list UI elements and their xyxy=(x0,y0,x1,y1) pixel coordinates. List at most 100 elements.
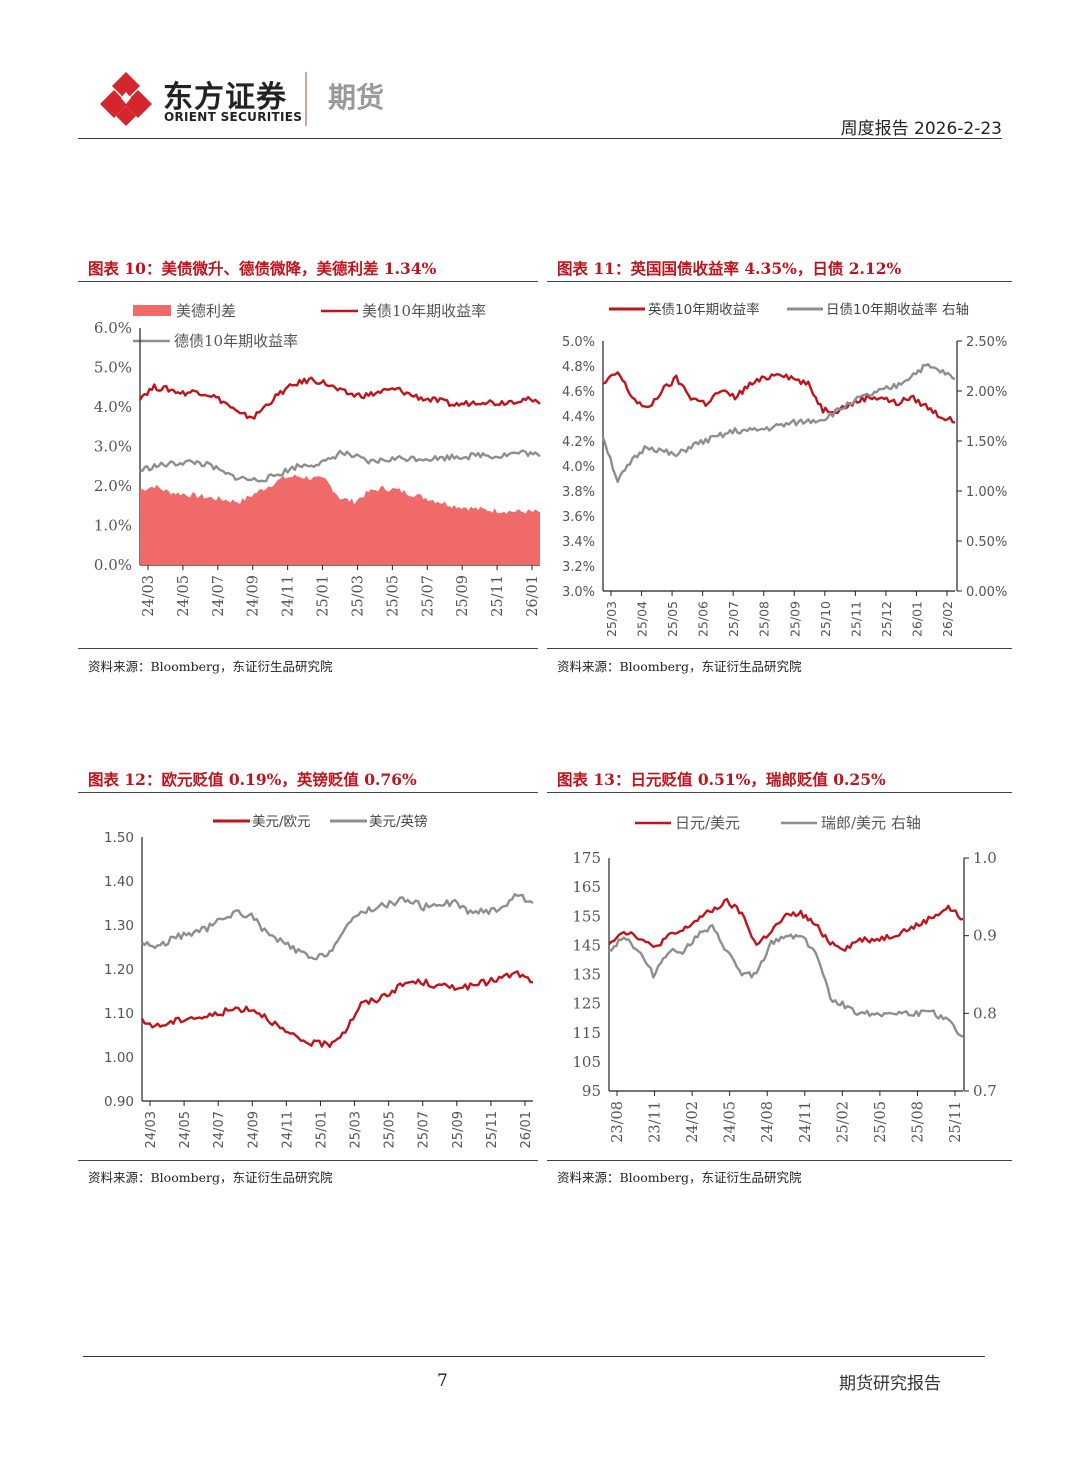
x-tick-label: 24/02 xyxy=(685,1101,701,1143)
x-tick-label: 25/07 xyxy=(726,601,741,637)
y-tick-label: 175 xyxy=(572,849,601,867)
y2-tick-label: 1.00% xyxy=(966,485,1007,500)
figure-13-legend: 日元/美元 瑞郎/美元 右轴 xyxy=(635,814,921,832)
x-tick-label: 26/01 xyxy=(519,1111,534,1148)
y-tick-label: 4.8% xyxy=(562,360,595,375)
x-tick-label: 25/11 xyxy=(485,1111,500,1148)
figure-11-top-rule xyxy=(547,281,1012,282)
x-tick-label: 24/07 xyxy=(211,575,227,617)
page-number: 7 xyxy=(437,1371,448,1391)
x-tick-label: 25/05 xyxy=(383,1111,398,1148)
y-tick-label: 1.20 xyxy=(104,962,134,978)
legend-label: 美元/英镑 xyxy=(369,813,428,830)
x-tick-label: 24/09 xyxy=(246,575,262,617)
y-tick-label: 1.00 xyxy=(104,1050,134,1066)
y2-tick-label: 0.8 xyxy=(973,1004,997,1022)
x-tick-label: 24/05 xyxy=(178,1111,193,1148)
figure-10-chart: 美德利差 美债10年期收益率 德债10年期收益率 0.0% 1.0% 2.0% 3.0… xyxy=(94,302,541,617)
x-tick-label: 24/09 xyxy=(246,1111,261,1148)
series-area-0 xyxy=(140,474,540,565)
y-tick-label: 165 xyxy=(572,878,601,896)
y-tick-label: 0.0% xyxy=(94,556,132,574)
x-tick-label: 25/05 xyxy=(873,1101,889,1143)
y-tick-label: 3.2% xyxy=(562,560,595,575)
figure-10-title: 图表 10：美债微升、德债微降，美德利差 1.34% xyxy=(88,259,437,278)
y-tick-label: 1.30 xyxy=(104,918,134,934)
x-tick-label: 26/02 xyxy=(940,601,955,637)
y-tick-label: 135 xyxy=(572,966,601,984)
legend-label: 日债10年期收益率 右轴 xyxy=(826,301,969,318)
x-tick-label: 24/11 xyxy=(798,1101,814,1143)
y-tick-label: 2.0% xyxy=(94,477,132,495)
y-tick-label: 5.0% xyxy=(562,335,595,350)
brand-division: 期货 xyxy=(328,81,385,114)
figure-12-bottom-rule xyxy=(78,1160,538,1161)
legend-label: 美元/欧元 xyxy=(252,814,311,830)
y-tick-label: 4.4% xyxy=(562,410,595,425)
y-tick-label: 1.10 xyxy=(104,1006,134,1022)
y-tick-label: 4.2% xyxy=(562,435,595,450)
y-tick-label: 155 xyxy=(572,907,601,925)
series-line-0 xyxy=(602,371,956,424)
x-tick-label: 25/09 xyxy=(787,601,802,637)
figure-10-legend: 美德利差 美债10年期收益率 德债10年期收益率 xyxy=(133,302,486,350)
x-tick-label: 24/11 xyxy=(281,575,297,617)
figure-12-chart: 美元/欧元 美元/英镑 0.90 1.00 1.10 1.20 1.30 1.40 1.50… xyxy=(104,813,534,1148)
figure-12-source: 资料来源：Bloomberg，东证衍生品研究院 xyxy=(88,1170,333,1185)
x-tick-label: 25/02 xyxy=(835,1101,851,1143)
y-tick-label: 3.6% xyxy=(562,510,595,525)
x-tick-label: 26/01 xyxy=(525,575,541,617)
y-tick-label: 145 xyxy=(572,936,601,954)
y-tick-label: 4.0% xyxy=(94,398,132,416)
x-tick-label: 24/07 xyxy=(212,1111,227,1148)
y2-tick-label: 2.00% xyxy=(966,385,1007,400)
y2-tick-label: 2.50% xyxy=(966,335,1007,350)
series-line-0 xyxy=(140,970,534,1048)
x-tick-label: 25/07 xyxy=(420,575,436,617)
y-tick-label: 0.90 xyxy=(104,1094,134,1110)
series-line-2 xyxy=(139,449,541,483)
x-tick-label: 23/11 xyxy=(648,1101,664,1143)
y-tick-label: 3.0% xyxy=(94,438,132,456)
series-line-0 xyxy=(608,897,963,952)
figure-13-bottom-rule xyxy=(547,1160,1012,1161)
y2-tick-label: 0.9 xyxy=(973,927,997,945)
x-tick-label: 25/08 xyxy=(910,1101,926,1143)
x-tick-label: 25/03 xyxy=(349,1111,364,1148)
figure-13-top-rule xyxy=(547,792,1012,793)
y-tick-label: 4.0% xyxy=(562,460,595,475)
x-tick-label: 26/01 xyxy=(909,601,924,637)
y-tick-label: 95 xyxy=(582,1082,601,1100)
y-tick-label: 5.0% xyxy=(94,359,132,377)
x-tick-label: 23/08 xyxy=(610,1101,626,1143)
x-tick-label: 25/09 xyxy=(455,575,471,617)
x-tick-label: 24/03 xyxy=(144,1111,159,1148)
brand-divider xyxy=(305,72,307,126)
y2-tick-label: 0.50% xyxy=(966,535,1007,550)
y-tick-label: 1.0% xyxy=(94,517,132,535)
y-tick-label: 115 xyxy=(572,1024,601,1042)
figure-11-chart: 英债10年期收益率 日债10年期收益率 右轴 3.0% 3.2% 3.4% 3.6% 3… xyxy=(562,301,1007,637)
report-type-date: 周度报告 2026-2-23 xyxy=(840,119,1002,139)
y2-tick-label: 0.7 xyxy=(973,1082,997,1100)
figure-11-source: 资料来源：Bloomberg，东证衍生品研究院 xyxy=(557,659,802,674)
y-tick-label: 105 xyxy=(572,1053,601,1071)
figure-13-chart: 日元/美元 瑞郎/美元 右轴 95 105 115 125 135 145 155 165 17… xyxy=(572,814,997,1143)
figure-11-legend: 英债10年期收益率 日债10年期收益率 右轴 xyxy=(609,301,969,318)
series-line-1 xyxy=(141,893,534,961)
y2-tick-label: 1.0 xyxy=(973,849,997,867)
x-tick-label: 25/12 xyxy=(879,601,894,637)
brand-name-cn: 东方证券 xyxy=(163,80,287,115)
legend-label: 英债10年期收益率 xyxy=(648,301,760,318)
footer-divider xyxy=(83,1356,985,1357)
x-tick-label: 25/06 xyxy=(696,601,711,637)
x-tick-label: 25/05 xyxy=(665,601,680,637)
figure-10-bottom-rule xyxy=(78,648,538,649)
x-tick-label: 24/08 xyxy=(760,1101,776,1143)
x-tick-label: 25/11 xyxy=(948,1101,964,1143)
y2-tick-label: 0.00% xyxy=(966,585,1007,600)
series-line-1 xyxy=(601,363,956,484)
series-line-1 xyxy=(138,376,541,420)
x-tick-label: 25/09 xyxy=(451,1111,466,1148)
figure-13-source: 资料来源：Bloomberg，东证衍生品研究院 xyxy=(557,1170,802,1185)
